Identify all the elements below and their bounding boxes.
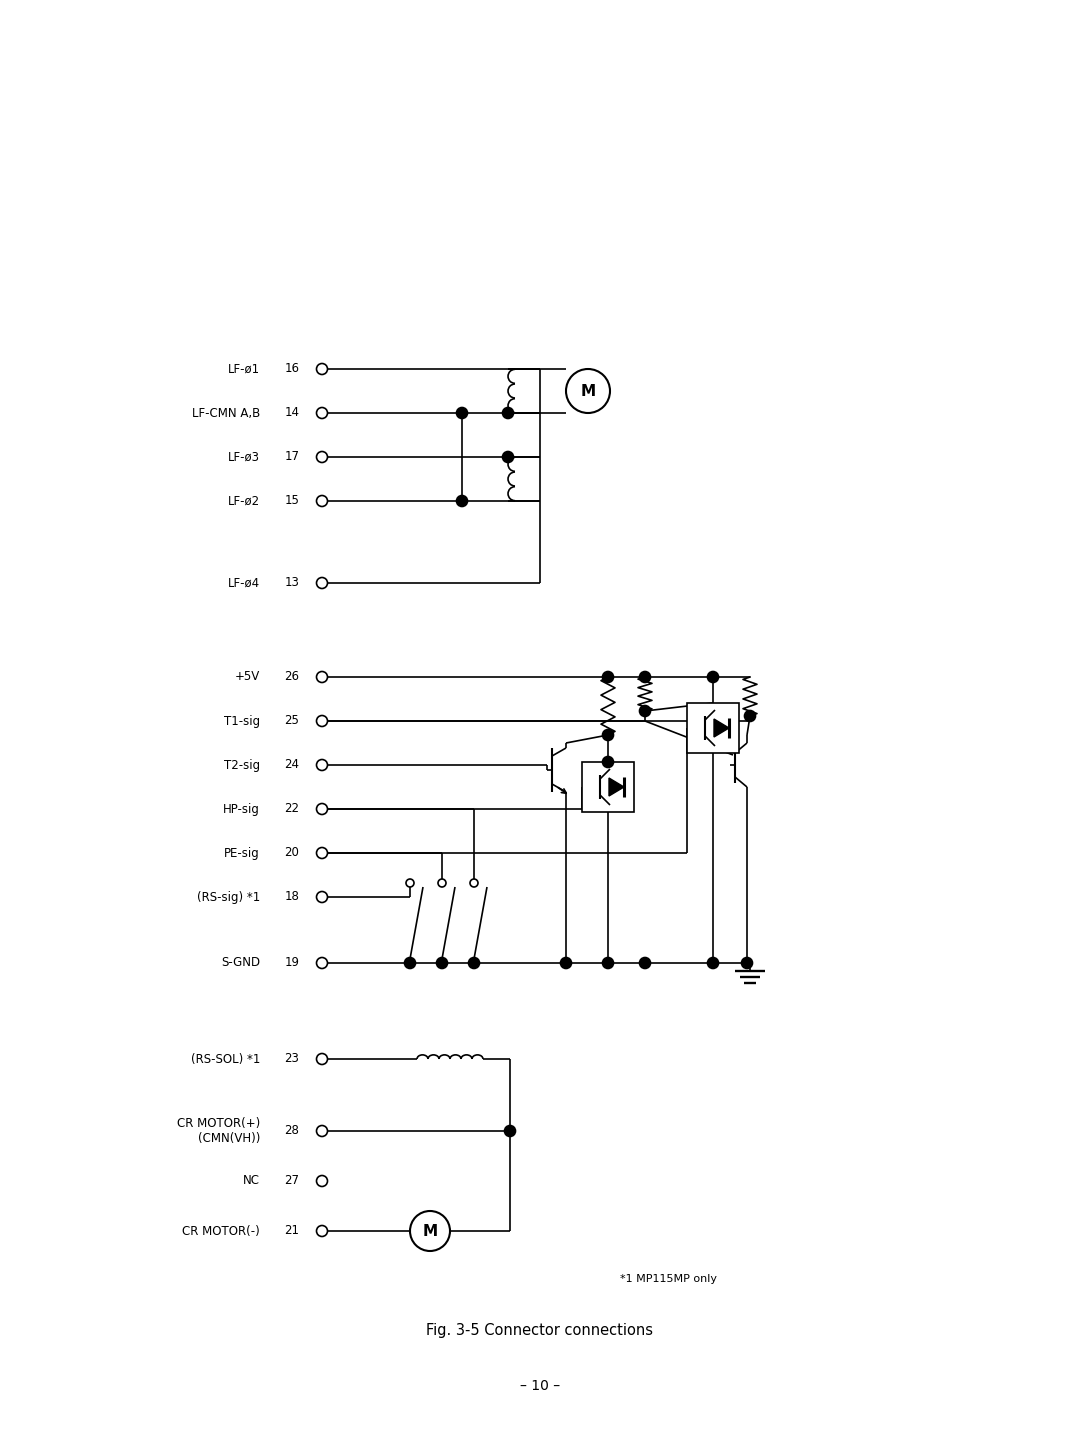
Text: CR MOTOR(-): CR MOTOR(-) bbox=[183, 1225, 260, 1238]
Text: 19: 19 bbox=[284, 957, 299, 970]
Circle shape bbox=[639, 672, 650, 683]
Circle shape bbox=[603, 757, 613, 768]
Bar bbox=[582, 762, 634, 811]
Text: (RS-sig) *1: (RS-sig) *1 bbox=[197, 891, 260, 904]
Text: LF-CMN A,B: LF-CMN A,B bbox=[192, 406, 260, 419]
Text: 15: 15 bbox=[284, 494, 299, 507]
Text: LF-ø1: LF-ø1 bbox=[228, 363, 260, 376]
Circle shape bbox=[744, 710, 756, 722]
Circle shape bbox=[470, 960, 478, 967]
Text: 23: 23 bbox=[284, 1052, 299, 1065]
Circle shape bbox=[405, 957, 416, 968]
Circle shape bbox=[504, 1125, 515, 1137]
Circle shape bbox=[457, 496, 468, 506]
Text: T1-sig: T1-sig bbox=[224, 715, 260, 728]
Text: 22: 22 bbox=[284, 803, 299, 816]
Circle shape bbox=[566, 369, 610, 414]
Text: +5V: +5V bbox=[234, 670, 260, 683]
Text: 17: 17 bbox=[284, 451, 299, 464]
Circle shape bbox=[316, 578, 327, 588]
Circle shape bbox=[639, 957, 650, 968]
Circle shape bbox=[316, 1125, 327, 1137]
Text: NC: NC bbox=[243, 1174, 260, 1187]
Circle shape bbox=[470, 879, 478, 888]
Circle shape bbox=[316, 672, 327, 683]
Polygon shape bbox=[609, 778, 624, 795]
Circle shape bbox=[316, 759, 327, 771]
Text: 20: 20 bbox=[284, 846, 299, 859]
Circle shape bbox=[436, 957, 447, 968]
Circle shape bbox=[316, 408, 327, 418]
Circle shape bbox=[316, 1053, 327, 1065]
Circle shape bbox=[603, 672, 613, 683]
Text: *1 MP115MP only: *1 MP115MP only bbox=[620, 1274, 717, 1284]
Text: LF-ø2: LF-ø2 bbox=[228, 494, 260, 507]
Circle shape bbox=[410, 1210, 450, 1251]
Circle shape bbox=[316, 1176, 327, 1186]
Circle shape bbox=[438, 960, 446, 967]
Circle shape bbox=[707, 672, 718, 683]
Text: Fig. 3-5 Connector connections: Fig. 3-5 Connector connections bbox=[427, 1323, 653, 1339]
Text: 25: 25 bbox=[284, 715, 299, 728]
Circle shape bbox=[316, 1225, 327, 1236]
Text: S-GND: S-GND bbox=[221, 957, 260, 970]
Text: 26: 26 bbox=[284, 670, 299, 683]
Circle shape bbox=[316, 451, 327, 463]
Circle shape bbox=[406, 879, 414, 888]
Circle shape bbox=[561, 957, 571, 968]
Circle shape bbox=[639, 706, 650, 716]
Text: 14: 14 bbox=[284, 406, 299, 419]
Text: PE-sig: PE-sig bbox=[225, 846, 260, 859]
Circle shape bbox=[707, 957, 718, 968]
Text: 27: 27 bbox=[284, 1174, 299, 1187]
Circle shape bbox=[502, 451, 513, 463]
Text: 16: 16 bbox=[284, 363, 299, 376]
Text: 28: 28 bbox=[284, 1124, 299, 1137]
Bar bbox=[687, 703, 739, 754]
Circle shape bbox=[316, 363, 327, 375]
Circle shape bbox=[316, 496, 327, 506]
Text: M: M bbox=[422, 1223, 437, 1238]
Circle shape bbox=[502, 408, 513, 418]
Text: 18: 18 bbox=[284, 891, 299, 904]
Text: HP-sig: HP-sig bbox=[224, 803, 260, 816]
Circle shape bbox=[316, 957, 327, 968]
Circle shape bbox=[603, 957, 613, 968]
Text: LF-ø4: LF-ø4 bbox=[228, 576, 260, 589]
Circle shape bbox=[316, 804, 327, 814]
Text: – 10 –: – 10 – bbox=[519, 1379, 561, 1393]
Text: (RS-SOL) *1: (RS-SOL) *1 bbox=[191, 1052, 260, 1065]
Text: T2-sig: T2-sig bbox=[224, 758, 260, 771]
Circle shape bbox=[469, 957, 480, 968]
Text: LF-ø3: LF-ø3 bbox=[228, 451, 260, 464]
Text: M: M bbox=[580, 383, 595, 399]
Circle shape bbox=[742, 957, 753, 968]
Text: 13: 13 bbox=[284, 576, 299, 589]
Circle shape bbox=[457, 408, 468, 418]
Circle shape bbox=[438, 879, 446, 888]
Polygon shape bbox=[714, 719, 729, 736]
Circle shape bbox=[316, 716, 327, 726]
Text: 24: 24 bbox=[284, 758, 299, 771]
Circle shape bbox=[603, 729, 613, 741]
Circle shape bbox=[316, 892, 327, 902]
Text: 21: 21 bbox=[284, 1225, 299, 1238]
Text: CR MOTOR(+)
(CMN(VH)): CR MOTOR(+) (CMN(VH)) bbox=[177, 1117, 260, 1146]
Circle shape bbox=[316, 847, 327, 859]
Circle shape bbox=[406, 960, 414, 967]
